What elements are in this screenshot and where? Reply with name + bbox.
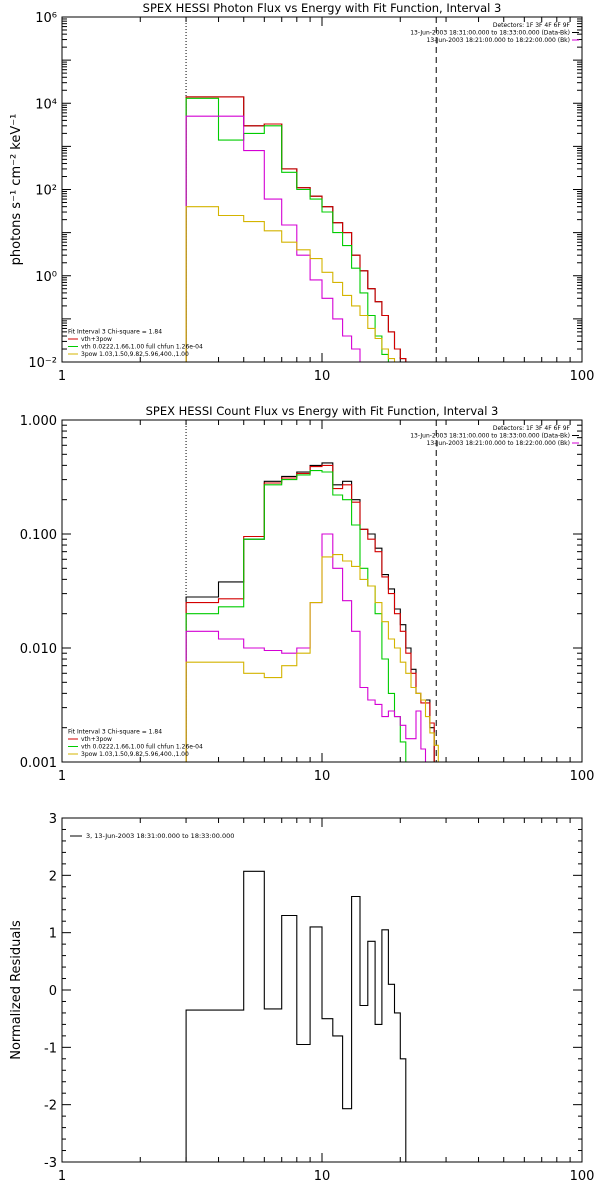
y-tick-label: 10² [35,184,57,199]
legend-bottomleft-entry: 3pow 1.03,1.50,9.82,5.96,400.,1.00 [81,351,189,358]
y-tick-label: 3 [49,812,57,827]
panel-1: SPEX HESSI Photon Flux vs Energy with Fi… [9,1,594,384]
series-fit-total-line [185,96,411,362]
y-tick-label: -1 [44,1041,57,1056]
x-tick-label: 10 [314,769,331,784]
panel-3: Normalized Residuals 1 10 100 -3 -2 -1 0 1 2 3 3, 1… [9,812,594,1184]
x-tick-label: 10 [314,369,331,384]
series-data-line [185,96,411,362]
y-tick-label: 0.001 [20,756,57,771]
chart-title: SPEX HESSI Photon Flux vs Energy with Fi… [143,1,502,15]
y-tick-label: 1 [49,927,57,942]
legend-entry: 3, 13-Jun-2003 18:31:00.000 to 18:33:00.… [86,832,234,840]
legend-bottomleft-entry: vth 0.0222,1.66,1.00 full chfun 1.26e-04 [81,744,203,751]
x-tick-label: 1 [58,1169,66,1184]
legend-bottomleft-entry: Fit Interval 3 Chi-square = 1.84 [68,729,162,736]
y-tick-label: 0.100 [20,528,57,543]
plot-frame [61,419,583,763]
y-tick-label: 10⁴ [35,97,57,112]
series-background-line [185,533,430,762]
legend-topright-entry: 13-Jun-2003 18:21:00.000 to 18:22:00.000… [427,37,570,44]
y-tick-label: -2 [44,1099,57,1114]
legend-bottomleft-entry: Fit Interval 3 Chi-square = 1.84 [68,329,162,336]
y-tick-label: 2 [49,869,57,884]
series-fit-thermal-line [185,470,411,762]
chart-title: SPEX HESSI Count Flux vs Energy with Fit… [146,404,499,418]
legend-topright-entry: Detectors: 1F 3F 4F 6F 9F [493,22,571,29]
plot-frame [61,16,583,363]
series-group [185,462,457,762]
y-axis-label: photons s⁻¹ cm⁻² keV⁻¹ [9,114,24,266]
series-background-line [185,115,361,362]
y-tick-label: 10⁰ [35,270,57,285]
y-tick-label: 10⁻² [28,356,57,371]
y-tick-label: 1.000 [20,414,57,429]
series-fit-powerlaw-line [185,554,457,762]
x-tick-label: 10 [314,1169,331,1184]
y-tick-label: 0 [49,984,57,999]
plot-frame [61,817,583,1163]
series-group [185,96,411,362]
x-tick-label: 100 [570,769,595,784]
y-axis-label: Normalized Residuals [9,920,24,1060]
series-group [185,870,407,1162]
legend-bottomleft-entry: vth+3pow [81,736,112,743]
x-tick-label: 1 [58,369,66,384]
legend-bottomleft-entry: 3pow 1.03,1.50,9.82,5.96,400.,1.00 [81,751,189,758]
series-fit-thermal-line [185,97,389,362]
legend-topright-entry: 13-Jun-2003 18:31:00.000 to 18:33:00.000… [410,30,570,37]
x-tick-label: 100 [570,369,595,384]
panel-2: SPEX HESSI Count Flux vs Energy with Fit… [20,404,595,784]
series-fit-powerlaw-line [185,206,401,362]
legend-topright-entry: 13-Jun-2003 18:31:00.000 to 18:33:00.000… [410,433,570,440]
x-tick-label: 1 [58,769,66,784]
legend-bottomleft-entry: vth+3pow [81,336,112,343]
legend-bottomleft-entry: vth 0.0222,1.66,1.00 full chfun 1.26e-04 [81,344,203,351]
y-tick-label: 10⁶ [35,11,57,26]
legend-topright-entry: Detectors: 1F 3F 4F 6F 9F [493,425,571,432]
series-residuals-line [185,870,407,1162]
y-tick-label: 0.010 [20,642,57,657]
x-tick-label: 100 [570,1169,595,1184]
legend-topright-entry: 13-Jun-2003 18:21:00.000 to 18:22:00.000… [427,440,570,447]
y-tick-label: -3 [44,1156,57,1171]
